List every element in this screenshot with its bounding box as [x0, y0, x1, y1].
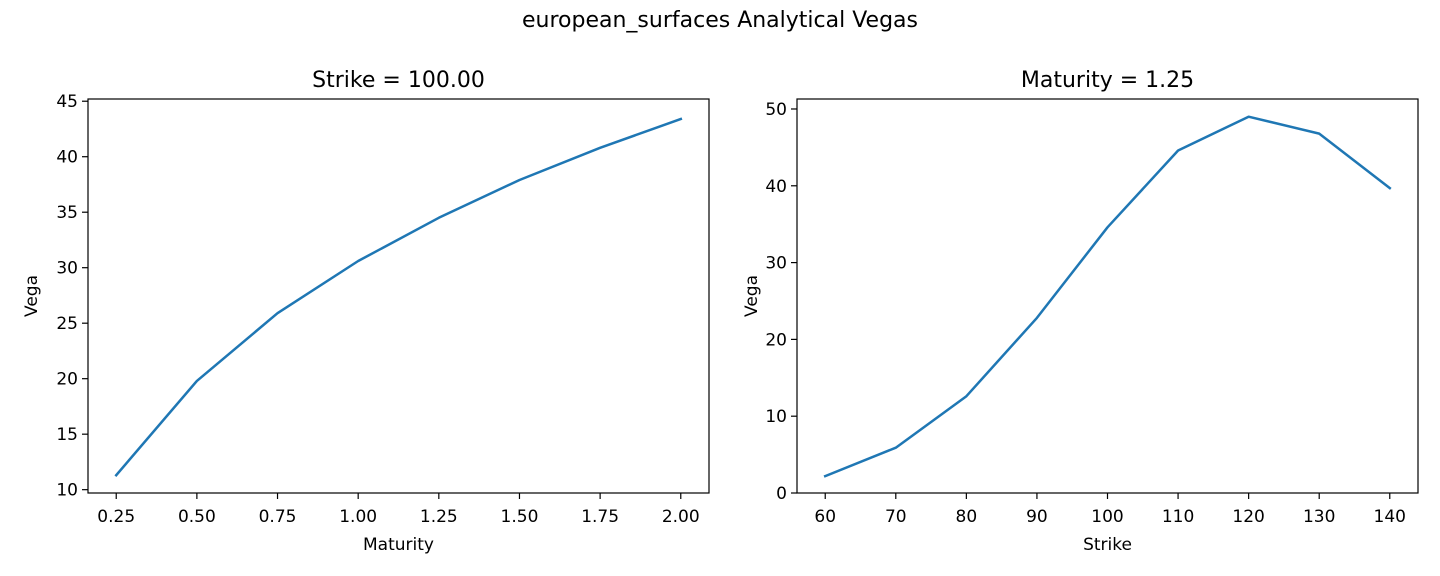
x-tick-label: 0.50 [178, 507, 216, 527]
x-tick-label: 1.00 [339, 507, 377, 527]
series-line [114, 117, 683, 477]
chart-vega-vs-maturity: Strike = 100.00 0.25 0.50 0.75 1.00 1.25 1.50 1… [22, 68, 710, 555]
x-tick-label: 130 [1303, 507, 1335, 527]
chart-title: Strike = 100.00 [312, 68, 485, 93]
y-tick-label: 50 [765, 100, 787, 120]
y-tick-label: 45 [56, 92, 78, 112]
chart-vega-vs-strike: Maturity = 1.25 60 70 80 90 100 110 120 130 140 0 1… [742, 68, 1419, 555]
y-tick-label: 35 [56, 203, 78, 223]
x-tick-label: 0.75 [259, 507, 297, 527]
x-tick-label: 60 [814, 507, 836, 527]
x-tick-label: 0.25 [97, 507, 135, 527]
y-tick-label: 10 [765, 407, 787, 427]
x-tick-label: 70 [885, 507, 907, 527]
y-tick-label: 25 [56, 314, 78, 334]
y-tick-label: 40 [56, 148, 78, 168]
x-tick-label: 1.75 [581, 507, 619, 527]
y-tick-label: 20 [765, 330, 787, 350]
y-axis-label: Vega [22, 275, 42, 317]
x-tick-label: 110 [1162, 507, 1194, 527]
y-tick-label: 10 [56, 481, 78, 501]
x-axis-label: Maturity [363, 535, 434, 555]
x-axis-label: Strike [1083, 535, 1132, 555]
y-tick-label: 30 [765, 254, 787, 274]
plot-frame [87, 98, 710, 494]
y-tick-label: 30 [56, 259, 78, 279]
y-tick-label: 20 [56, 370, 78, 390]
y-tick-label: 15 [56, 425, 78, 445]
y-tick-label: 0 [776, 484, 787, 504]
x-tick-label: 120 [1232, 507, 1264, 527]
series-line [823, 115, 1392, 478]
x-tick-label: 100 [1091, 507, 1123, 527]
x-tick-label: 1.50 [501, 507, 539, 527]
x-tick-label: 1.25 [420, 507, 458, 527]
figure-title: european_surfaces Analytical Vegas [522, 8, 918, 33]
x-tick-label: 2.00 [662, 507, 700, 527]
x-tick-label: 90 [1026, 507, 1048, 527]
y-axis-label: Vega [742, 275, 762, 317]
y-tick-label: 40 [765, 177, 787, 197]
plot-frame [796, 98, 1419, 494]
x-tick-label: 140 [1374, 507, 1406, 527]
x-tick-label: 80 [956, 507, 978, 527]
chart-title: Maturity = 1.25 [1021, 68, 1194, 93]
